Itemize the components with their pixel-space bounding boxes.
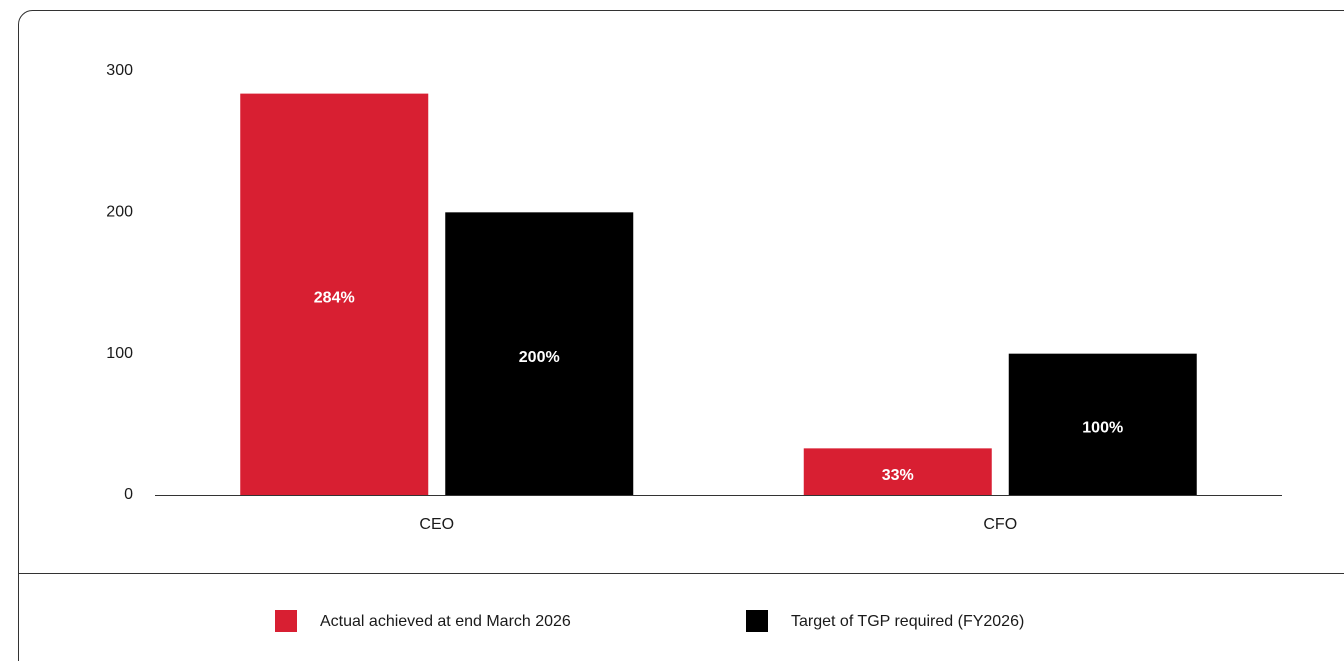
bar [240,93,429,495]
data-label: 100% [1082,420,1123,437]
bar [445,212,634,496]
bar [1008,353,1197,495]
legend-label: Target of TGP required (FY2026) [791,613,1024,630]
bar [803,448,992,495]
x-tick-label: CEO [419,516,454,533]
y-tick-label: 300 [106,62,133,79]
legend-swatch [746,610,768,632]
legend-swatch [275,610,297,632]
chart-frame [18,10,1344,661]
x-tick-label: CFO [983,516,1017,533]
y-tick-label: 200 [106,204,133,221]
legend-label: Actual achieved at end March 2026 [320,613,571,630]
y-tick-label: 0 [124,486,133,503]
data-label: 33% [882,467,914,484]
y-tick-label: 100 [106,345,133,362]
data-label: 200% [519,349,560,366]
data-label: 284% [314,290,355,307]
